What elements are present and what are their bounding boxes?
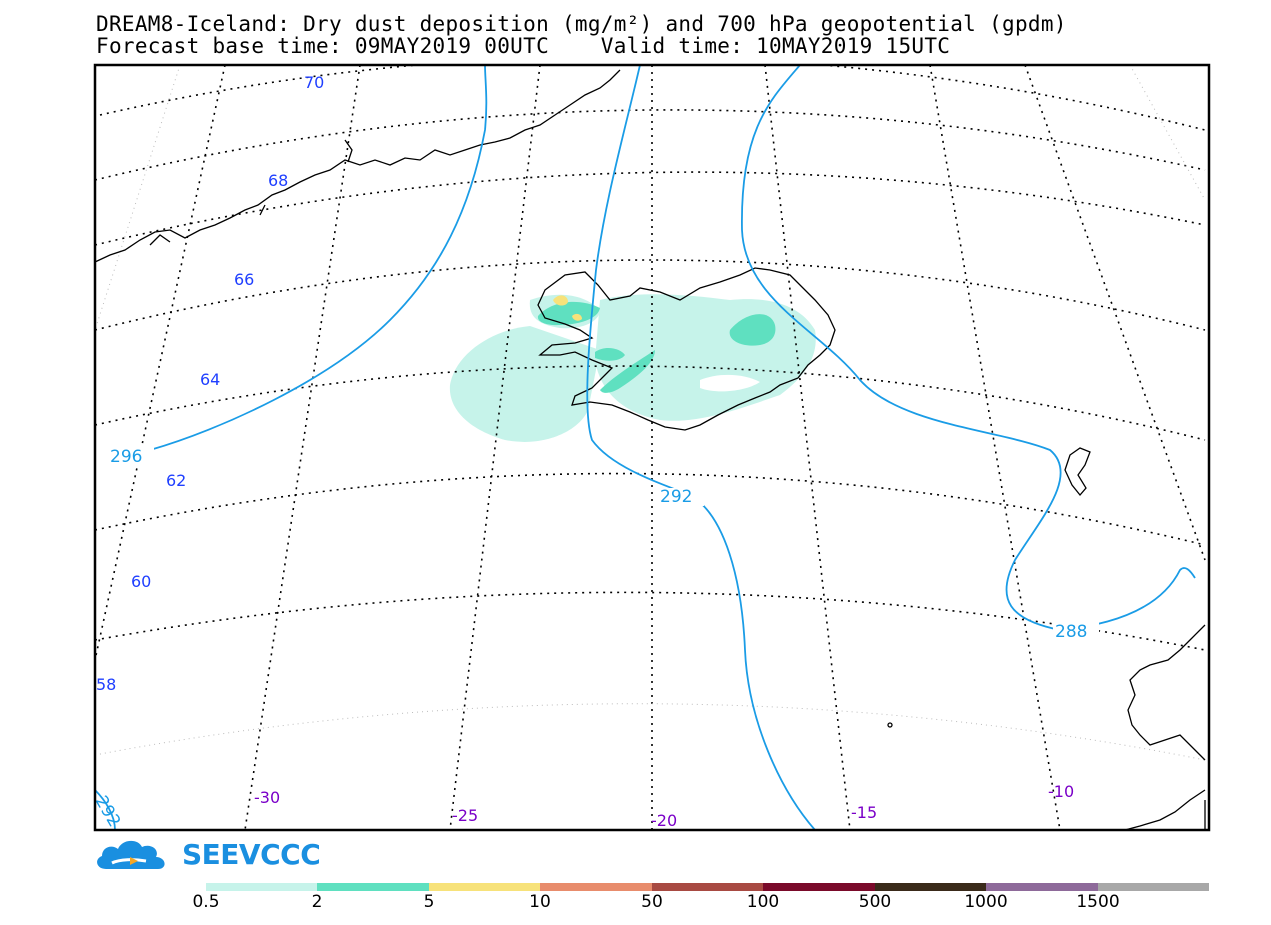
legend-swatch-6 xyxy=(763,883,875,891)
legend-swatch-4 xyxy=(540,883,652,891)
lat-label-58: 58 xyxy=(96,675,116,694)
graticule xyxy=(95,65,1206,830)
legend-label-5: 5 xyxy=(423,892,435,912)
lat-label-60: 60 xyxy=(131,572,151,591)
legend-swatch-5 xyxy=(651,883,764,891)
map-subtitle: Forecast base time: 09MAY2019 00UTC Vali… xyxy=(96,34,951,58)
contour-labels: 296 292 288 292 xyxy=(91,446,1099,831)
dust-deposition-area xyxy=(449,294,816,442)
geopotential-contours xyxy=(95,65,1196,830)
legend-colorbar xyxy=(206,883,1209,891)
lat-label-64: 64 xyxy=(200,370,220,389)
lon-label-25: -25 xyxy=(452,806,478,825)
legend-swatch-7 xyxy=(874,883,987,891)
lat-label-70: 70 xyxy=(304,73,324,92)
legend-swatch-3 xyxy=(428,883,541,891)
legend-label-100: 100 xyxy=(746,892,780,912)
coastlines xyxy=(95,69,1206,830)
seevccc-logo-text: SEEVCCC xyxy=(182,838,321,871)
lon-label-15: -15 xyxy=(851,803,877,822)
contour-label-296: 296 xyxy=(110,447,142,467)
lat-label-68: 68 xyxy=(268,171,288,190)
legend-swatch-8 xyxy=(986,883,1098,891)
legend-swatch-9 xyxy=(1097,883,1209,891)
lon-label-10: -10 xyxy=(1048,782,1074,801)
legend-label-50: 50 xyxy=(641,892,663,912)
map-title: DREAM8-Iceland: Dry dust deposition (mg/… xyxy=(96,12,1067,36)
lon-label-20: -20 xyxy=(651,811,677,830)
legend-swatch-2 xyxy=(317,883,429,891)
contour-label-292: 292 xyxy=(660,487,692,507)
contour-label-288: 288 xyxy=(1055,622,1087,642)
longitude-labels: -30 -25 -20 -15 -10 xyxy=(254,782,1074,830)
legend-swatch-1 xyxy=(206,883,318,891)
legend-label-1000: 1000 xyxy=(964,892,1008,912)
legend-label-1500: 1500 xyxy=(1076,892,1120,912)
legend-label-10: 10 xyxy=(529,892,551,912)
legend-label-2: 2 xyxy=(311,892,323,912)
legend-label-500: 500 xyxy=(858,892,892,912)
map-frame xyxy=(93,63,1211,832)
legend-label-0.5: 0.5 xyxy=(192,892,220,912)
lat-label-66: 66 xyxy=(234,270,254,289)
lon-label-30: -30 xyxy=(254,788,280,807)
seevccc-logo-icon xyxy=(97,840,165,869)
lat-label-62: 62 xyxy=(166,471,186,490)
latitude-labels: 70 68 66 64 62 60 58 xyxy=(96,73,324,694)
